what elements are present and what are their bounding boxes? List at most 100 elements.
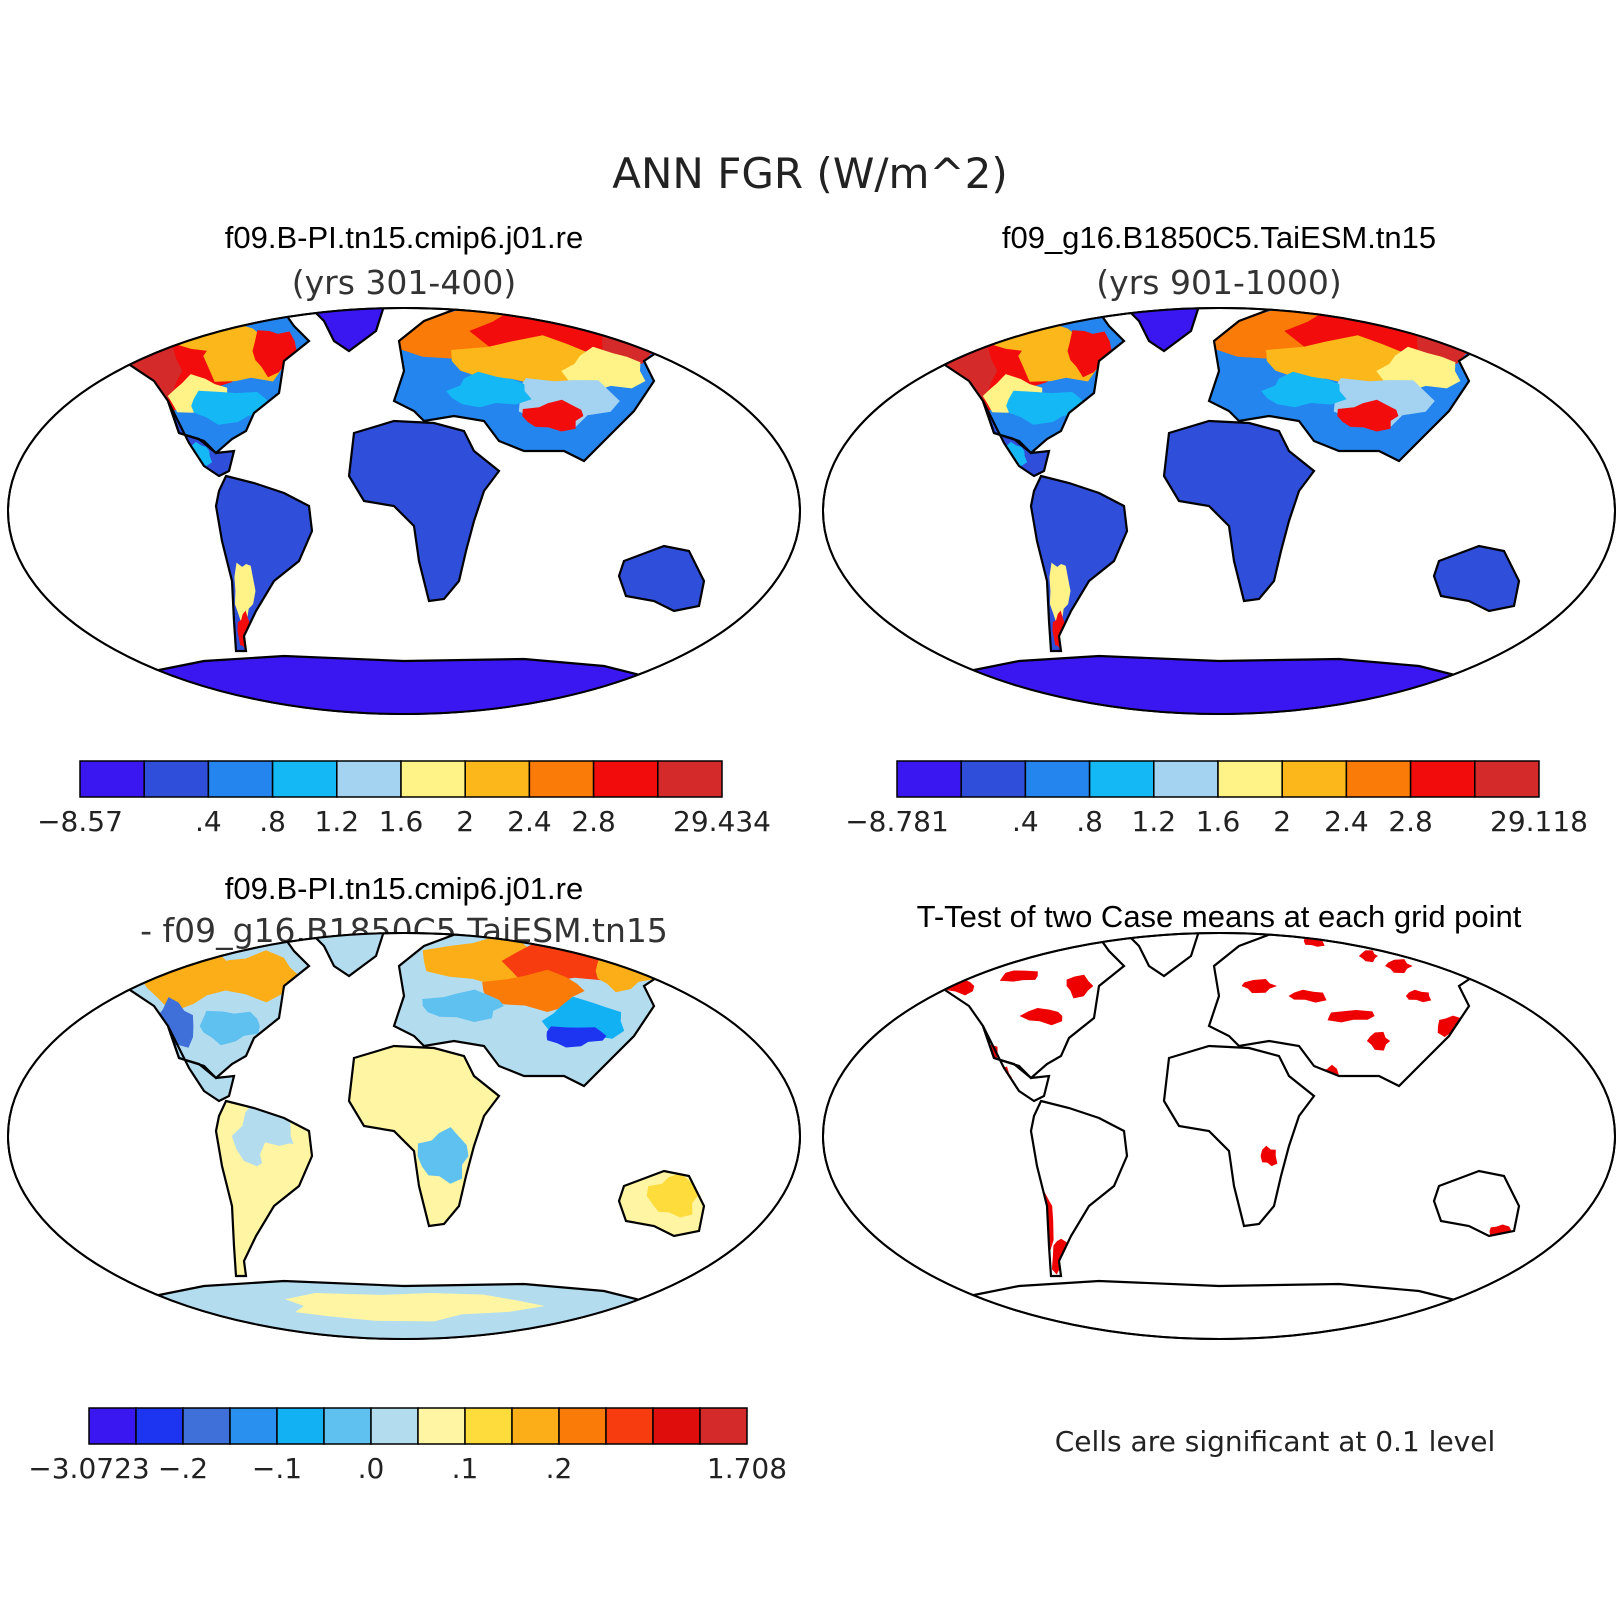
colorbar-case2: .4 .8 1.2 1.6 2 2.4 2.8 −8.781 29.118 <box>845 760 1588 838</box>
colorbar-tick-label: 2.4 <box>1324 805 1369 838</box>
colorbar-tick-label: 2 <box>456 805 474 838</box>
coastline-eu <box>392 308 676 463</box>
figure-title: ANN FGR (W/m^2) <box>612 149 1007 198</box>
coastline-sa <box>1029 474 1129 653</box>
coastline-sa <box>214 474 314 653</box>
colorbar-tick-label: 2.8 <box>1388 805 1433 838</box>
land-fill-au <box>1434 546 1519 611</box>
colorbar-box <box>1024 760 1091 798</box>
field-contour <box>417 1127 469 1184</box>
panel-tr-title: f09_g16.B1850C5.TaiESM.tn15 <box>1002 220 1436 255</box>
map-content <box>63 933 706 1339</box>
coastline-an <box>957 654 1481 714</box>
field-contour <box>1266 335 1409 387</box>
colorbar-box <box>323 1407 372 1445</box>
coastline-eu <box>1207 308 1491 463</box>
colorbar-box <box>1088 760 1155 798</box>
colorbar-tick-label: .4 <box>195 805 222 838</box>
colorbar-tick-label: 1.2 <box>1132 805 1177 838</box>
colorbar-box <box>605 1407 654 1445</box>
colorbar-box <box>79 760 145 798</box>
significant-cell <box>1260 1145 1278 1167</box>
significant-cell <box>1019 1008 1063 1026</box>
field-contour <box>522 399 584 432</box>
colorbar-box <box>370 1407 419 1445</box>
land-fill-ca <box>983 401 1049 476</box>
coastline-af <box>347 1044 501 1228</box>
panel-br-title: T-Test of two Case means at each grid po… <box>917 899 1522 934</box>
coastline-gl <box>311 308 386 353</box>
land-fill-an <box>959 656 1479 714</box>
colorbar-tick-label: 2.8 <box>571 805 616 838</box>
colorbar-box <box>1345 760 1412 798</box>
coastline-ca <box>981 1025 1051 1103</box>
coastline-sa <box>214 1099 314 1278</box>
colorbar-box <box>657 760 723 798</box>
land-fill-an <box>144 656 664 714</box>
field-contour <box>451 335 594 387</box>
colorbar-box <box>417 1407 466 1445</box>
colorbar-box <box>896 760 962 798</box>
coastline-ca <box>166 400 236 478</box>
field-contour <box>446 371 532 408</box>
colorbar-box <box>464 1407 513 1445</box>
significant-cell <box>1366 1031 1391 1051</box>
coastline-au <box>1432 1169 1521 1238</box>
coastline-an <box>142 1279 666 1339</box>
colorbar-box <box>528 760 595 798</box>
coastline-au <box>1432 544 1521 613</box>
coastline-gl <box>1126 933 1201 978</box>
colorbar-max-label: 29.118 <box>1490 805 1588 838</box>
colorbar-difference: −.2 −.1 .0 .1 .2 −3.0723 1.708 <box>28 1407 787 1485</box>
colorbar-box <box>1153 760 1219 798</box>
field-contour <box>482 969 585 1012</box>
map-panel-ttest <box>822 932 1616 1340</box>
colorbar-box <box>182 1407 231 1445</box>
field-contour <box>252 330 297 378</box>
colorbar-tick-label: −.2 <box>158 1452 208 1485</box>
colorbar-min-label: −8.57 <box>37 805 123 838</box>
colorbar-box <box>1217 760 1283 798</box>
significant-cell <box>1385 959 1413 973</box>
colorbar-box <box>276 1407 325 1445</box>
land-fill-af <box>1164 421 1314 601</box>
coastline-an <box>142 654 666 714</box>
land-fill-au <box>619 546 704 611</box>
coastline-an <box>957 1279 1481 1339</box>
field-contour <box>285 1293 546 1322</box>
colorbar-box <box>1409 760 1476 798</box>
colorbar-tick-label: 2.4 <box>507 805 552 838</box>
field-contour <box>234 562 256 624</box>
field-contour <box>422 935 545 988</box>
field-contour <box>646 1173 698 1218</box>
coastline-af <box>1162 1044 1316 1228</box>
coastline-eu <box>392 933 676 1088</box>
colorbar-box <box>143 760 210 798</box>
significant-cell <box>1405 989 1432 1003</box>
map-border <box>822 932 1616 1340</box>
panel-tl-title: f09.B-PI.tn15.cmip6.j01.re <box>225 220 583 255</box>
colorbar-box <box>1281 760 1348 798</box>
colorbar-box <box>400 760 466 798</box>
land-fill-af <box>349 421 499 601</box>
colorbar-tick-label: −.1 <box>252 1452 302 1485</box>
panel-bl-title: f09.B-PI.tn15.cmip6.j01.re <box>225 871 583 906</box>
colorbar-box <box>135 1407 184 1445</box>
coastline-au <box>617 544 706 613</box>
colorbar-box <box>336 760 402 798</box>
significant-cell <box>1241 979 1277 994</box>
significant-cell <box>1358 950 1378 963</box>
colorbar-tick-label: 2 <box>1273 805 1291 838</box>
colorbar-box <box>464 760 531 798</box>
coastline-af <box>1162 419 1316 603</box>
colorbar-box <box>558 1407 607 1445</box>
field-contour <box>1376 346 1461 391</box>
land-fill-ca <box>168 1026 234 1101</box>
map-panel-difference <box>7 932 801 1340</box>
coastline-ca <box>166 1025 236 1103</box>
field-contour <box>366 1073 428 1112</box>
field-contour <box>1067 330 1112 378</box>
field-contour <box>561 346 646 391</box>
field-contour <box>1049 562 1071 624</box>
map-border <box>7 307 801 715</box>
